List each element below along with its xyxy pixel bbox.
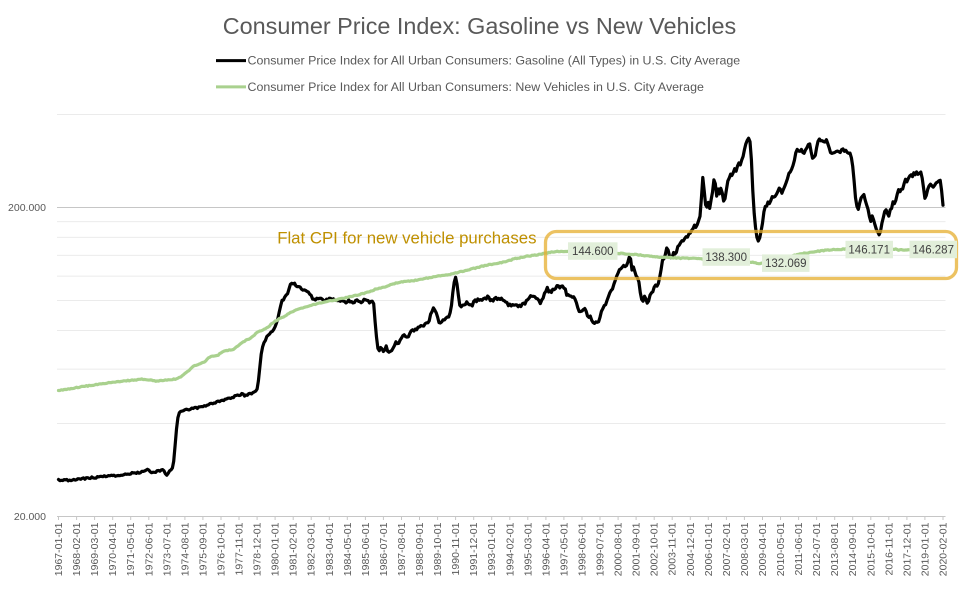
svg-text:2017-12-01: 2017-12-01 xyxy=(901,522,913,576)
svg-text:1968-02-01: 1968-02-01 xyxy=(71,522,83,576)
svg-text:1986-07-01: 1986-07-01 xyxy=(378,522,390,576)
svg-text:2010-05-01: 2010-05-01 xyxy=(775,522,787,576)
svg-text:2014-09-01: 2014-09-01 xyxy=(847,522,859,576)
svg-text:1981-02-01: 1981-02-01 xyxy=(288,522,300,576)
svg-text:2003-11-01: 2003-11-01 xyxy=(667,522,679,575)
svg-text:144.600: 144.600 xyxy=(572,246,614,258)
svg-text:2002-10-01: 2002-10-01 xyxy=(649,522,661,576)
svg-text:1984-05-01: 1984-05-01 xyxy=(342,522,354,576)
svg-text:1991-12-01: 1991-12-01 xyxy=(468,522,480,576)
svg-text:1980-01-01: 1980-01-01 xyxy=(270,522,282,576)
svg-text:1993-01-01: 1993-01-01 xyxy=(486,522,498,576)
svg-text:Consumer Price Index for All U: Consumer Price Index for All Urban Consu… xyxy=(248,80,704,94)
svg-text:Flat CPI for new vehicle purch: Flat CPI for new vehicle purchases xyxy=(277,229,536,248)
svg-text:1997-05-01: 1997-05-01 xyxy=(558,522,570,576)
svg-text:2015-10-01: 2015-10-01 xyxy=(865,522,877,576)
svg-text:1978-12-01: 1978-12-01 xyxy=(252,522,264,576)
svg-text:2009-04-01: 2009-04-01 xyxy=(757,522,769,576)
svg-text:1983-04-01: 1983-04-01 xyxy=(324,522,336,576)
svg-text:1987-08-01: 1987-08-01 xyxy=(396,522,408,576)
svg-text:132.069: 132.069 xyxy=(765,258,807,270)
svg-text:2008-03-01: 2008-03-01 xyxy=(739,522,751,576)
svg-text:2007-02-01: 2007-02-01 xyxy=(721,522,733,576)
svg-text:1976-10-01: 1976-10-01 xyxy=(216,522,228,576)
svg-text:1999-07-01: 1999-07-01 xyxy=(595,522,607,576)
svg-text:1994-02-01: 1994-02-01 xyxy=(504,522,516,576)
svg-text:2006-01-01: 2006-01-01 xyxy=(703,522,715,576)
svg-text:1970-04-01: 1970-04-01 xyxy=(107,522,119,576)
svg-text:1975-09-01: 1975-09-01 xyxy=(197,522,209,576)
svg-text:1989-10-01: 1989-10-01 xyxy=(432,522,444,576)
svg-text:1988-09-01: 1988-09-01 xyxy=(414,522,426,576)
svg-text:1969-03-01: 1969-03-01 xyxy=(89,522,101,576)
svg-text:20.000: 20.000 xyxy=(14,511,46,523)
svg-text:1996-04-01: 1996-04-01 xyxy=(540,522,552,576)
svg-text:1977-11-01: 1977-11-01 xyxy=(234,522,246,575)
svg-text:2016-11-01: 2016-11-01 xyxy=(883,522,895,575)
svg-text:1974-08-01: 1974-08-01 xyxy=(179,522,191,576)
svg-text:2020-02-01: 2020-02-01 xyxy=(938,522,950,576)
svg-text:1972-06-01: 1972-06-01 xyxy=(143,522,155,576)
svg-text:2013-08-01: 2013-08-01 xyxy=(829,522,841,576)
svg-text:146.287: 146.287 xyxy=(912,244,954,256)
svg-text:1990-11-01: 1990-11-01 xyxy=(450,522,462,575)
svg-text:138.300: 138.300 xyxy=(705,252,747,264)
svg-text:2011-06-01: 2011-06-01 xyxy=(793,522,805,575)
svg-text:2019-01-01: 2019-01-01 xyxy=(919,522,931,576)
svg-text:1971-05-01: 1971-05-01 xyxy=(125,522,137,576)
svg-text:1967-01-01: 1967-01-01 xyxy=(53,522,65,576)
svg-text:1985-06-01: 1985-06-01 xyxy=(360,522,372,576)
svg-text:146.171: 146.171 xyxy=(848,244,890,256)
svg-text:1995-03-01: 1995-03-01 xyxy=(522,522,534,576)
svg-text:1973-07-01: 1973-07-01 xyxy=(161,522,173,576)
svg-text:1998-06-01: 1998-06-01 xyxy=(577,522,589,576)
svg-text:200.000: 200.000 xyxy=(8,202,46,214)
svg-text:1982-03-01: 1982-03-01 xyxy=(306,522,318,576)
svg-text:2004-12-01: 2004-12-01 xyxy=(685,522,697,576)
svg-text:2012-07-01: 2012-07-01 xyxy=(811,522,823,576)
svg-text:Consumer Price Index: Gasoline: Consumer Price Index: Gasoline vs New Ve… xyxy=(223,13,737,39)
svg-text:2001-09-01: 2001-09-01 xyxy=(631,522,643,576)
svg-text:Consumer Price Index for All U: Consumer Price Index for All Urban Consu… xyxy=(248,54,741,68)
svg-text:2000-08-01: 2000-08-01 xyxy=(613,522,625,576)
